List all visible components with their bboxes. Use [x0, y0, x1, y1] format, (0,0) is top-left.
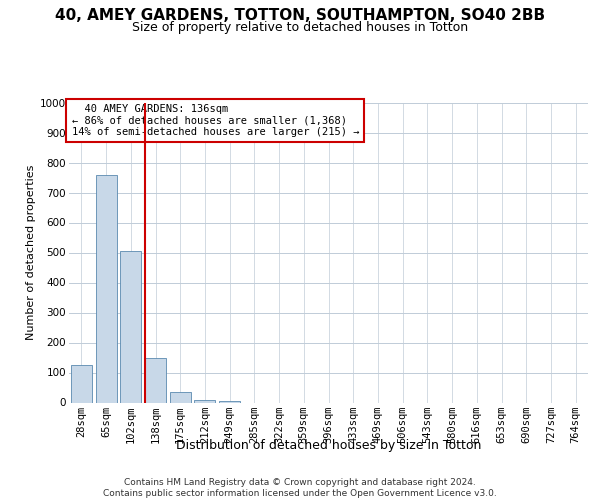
Bar [170, 392, 191, 402]
Bar [120, 251, 141, 402]
Bar [219, 401, 240, 402]
Bar [95, 174, 116, 402]
Text: 40, AMEY GARDENS, TOTTON, SOUTHAMPTON, SO40 2BB: 40, AMEY GARDENS, TOTTON, SOUTHAMPTON, S… [55, 8, 545, 22]
Text: Distribution of detached houses by size in Totton: Distribution of detached houses by size … [176, 440, 481, 452]
Bar [145, 358, 166, 403]
Bar [194, 400, 215, 402]
Text: Size of property relative to detached houses in Totton: Size of property relative to detached ho… [132, 21, 468, 34]
Text: Contains HM Land Registry data © Crown copyright and database right 2024.
Contai: Contains HM Land Registry data © Crown c… [103, 478, 497, 498]
Y-axis label: Number of detached properties: Number of detached properties [26, 165, 36, 340]
Bar [71, 365, 92, 403]
Text: 40 AMEY GARDENS: 136sqm
← 86% of detached houses are smaller (1,368)
14% of semi: 40 AMEY GARDENS: 136sqm ← 86% of detache… [71, 104, 359, 137]
